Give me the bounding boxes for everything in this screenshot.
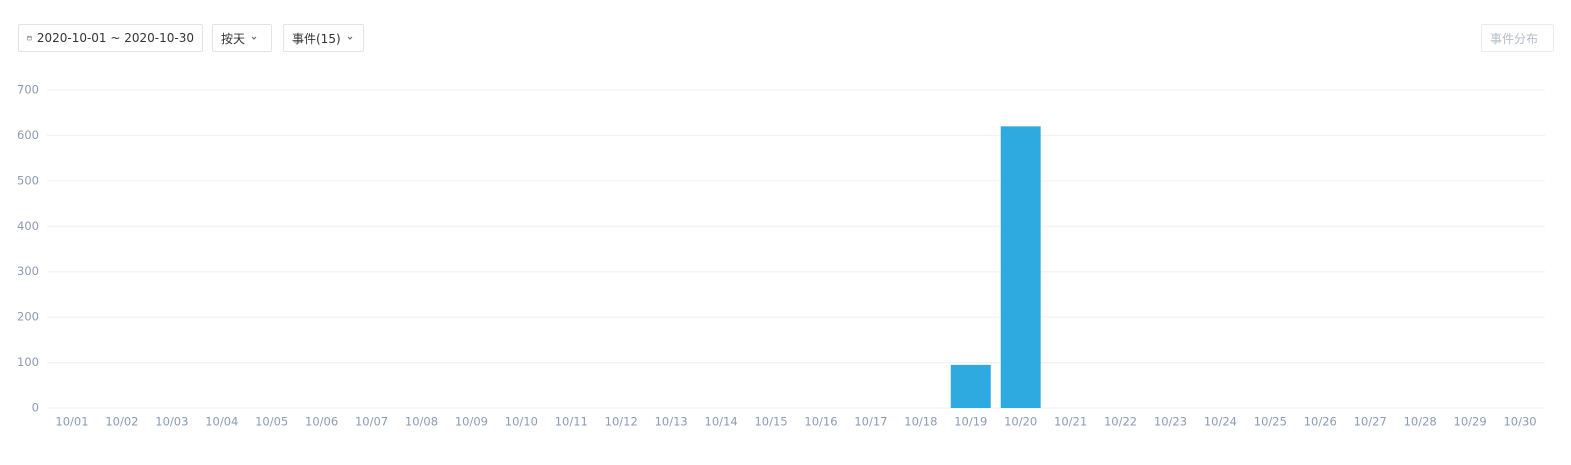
x-tick-label: 10/01	[55, 415, 88, 429]
events-text: 事件(15)	[292, 31, 341, 46]
y-tick-label: 500	[17, 173, 39, 187]
chevron-icon	[347, 36, 352, 40]
y-tick-label: 200	[17, 310, 39, 324]
x-tick-label: 10/15	[754, 415, 787, 429]
granularity-select[interactable]: 按天	[212, 24, 272, 52]
x-tick-label: 10/22	[1104, 415, 1137, 429]
x-tick-label: 10/05	[255, 415, 288, 429]
bar	[1000, 126, 1041, 408]
date-range-picker[interactable]: 2020-10-01 ~ 2020-10-30	[18, 24, 203, 52]
x-tick-label: 10/17	[854, 415, 887, 429]
calendar-icon	[27, 35, 32, 41]
chevron-icon	[251, 36, 257, 40]
x-tick-label: 10/13	[655, 415, 688, 429]
x-tick-label: 10/21	[1054, 415, 1087, 429]
y-tick-label: 700	[17, 83, 39, 97]
x-tick-label: 10/10	[505, 415, 538, 429]
x-tick-label: 10/29	[1454, 415, 1487, 429]
y-tick-label: 300	[17, 264, 39, 278]
x-tick-label: 10/12	[605, 415, 638, 429]
x-tick-label: 10/20	[1004, 415, 1037, 429]
events-select[interactable]: 事件(15)	[283, 24, 364, 52]
x-tick-label: 10/26	[1304, 415, 1337, 429]
x-tick-label: 10/07	[355, 415, 388, 429]
x-tick-label: 10/04	[205, 415, 238, 429]
x-tick-label: 10/08	[405, 415, 438, 429]
x-tick-label: 10/03	[155, 415, 188, 429]
y-tick-label: 100	[17, 355, 39, 369]
y-tick-label: 600	[17, 128, 39, 142]
y-tick-label: 400	[17, 219, 39, 233]
x-tick-label: 10/30	[1503, 415, 1536, 429]
distribution-text: 事件分布	[1490, 31, 1539, 46]
x-tick-label: 10/25	[1254, 415, 1287, 429]
x-tick-label: 10/09	[455, 415, 488, 429]
x-tick-label: 10/02	[105, 415, 138, 429]
distribution-button[interactable]: 事件分布	[1481, 24, 1554, 52]
x-tick-label: 10/24	[1204, 415, 1237, 429]
x-tick-label: 10/14	[705, 415, 738, 429]
x-tick-label: 10/06	[305, 415, 338, 429]
x-tick-label: 10/23	[1154, 415, 1187, 429]
date-range-text: 2020-10-01 ~ 2020-10-30	[36, 31, 194, 45]
y-tick-label: 0	[32, 401, 39, 415]
x-tick-label: 10/16	[804, 415, 837, 429]
x-tick-label: 10/27	[1354, 415, 1387, 429]
x-tick-label: 10/18	[904, 415, 937, 429]
bar	[950, 364, 991, 408]
x-tick-label: 10/28	[1404, 415, 1437, 429]
x-tick-label: 10/19	[954, 415, 987, 429]
granularity-text: 按天	[221, 31, 246, 46]
x-tick-label: 10/11	[555, 415, 588, 429]
